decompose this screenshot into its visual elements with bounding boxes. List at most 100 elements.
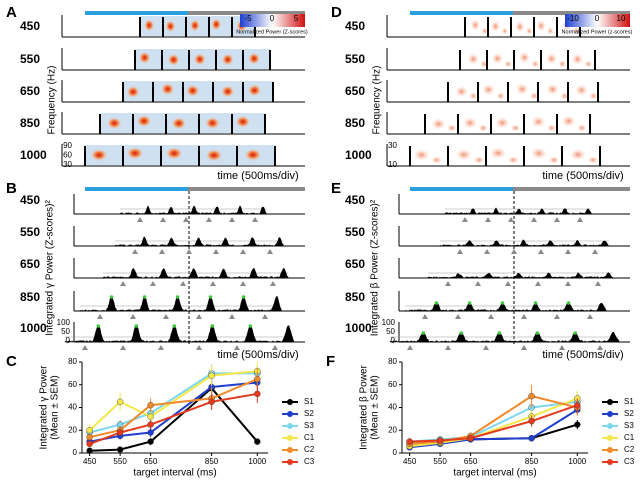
- peak-marker: [208, 295, 213, 299]
- x-tick-label: 650: [464, 457, 478, 466]
- interval-marker: [483, 345, 489, 350]
- row-label: 550: [20, 52, 40, 66]
- interval-marker: [488, 314, 494, 319]
- y-tick-label: 20: [388, 425, 397, 434]
- colorbar-tick: -10: [567, 14, 579, 23]
- interval-marker: [262, 314, 268, 319]
- peak-marker: [96, 324, 101, 328]
- interval-marker: [577, 217, 583, 222]
- power-blob: [548, 156, 560, 164]
- data-point: [116, 398, 124, 406]
- y-axis-label: (Mean ± SEM): [50, 375, 61, 439]
- interval-marker: [160, 217, 166, 222]
- peak-marker: [241, 295, 246, 299]
- legend-swatch: [607, 459, 613, 465]
- colorbar: [565, 14, 630, 27]
- power-blob: [107, 117, 122, 130]
- data-point: [147, 438, 154, 445]
- interval-marker: [455, 314, 461, 319]
- delay-bar: [513, 187, 630, 191]
- data-point: [208, 398, 215, 406]
- power-blob: [530, 147, 548, 160]
- interval-marker: [213, 249, 219, 254]
- power-trace: [389, 331, 620, 343]
- power-blob: [504, 60, 513, 68]
- power-blob: [536, 19, 547, 32]
- data-point: [86, 447, 93, 454]
- peak-marker: [566, 301, 571, 305]
- interval-marker: [565, 281, 571, 286]
- power-blob: [144, 19, 155, 32]
- data-point: [574, 421, 581, 428]
- power-blob: [221, 53, 234, 66]
- peak-marker: [434, 301, 439, 305]
- interval-marker: [457, 249, 463, 254]
- x-tick-label: 1000: [248, 457, 266, 466]
- y-tick-label: 10: [388, 160, 397, 169]
- delay-bar: [188, 11, 305, 15]
- x-tick-label: 850: [205, 457, 219, 466]
- x-axis-label: target interval (ms): [133, 468, 216, 479]
- power-blob: [574, 84, 589, 97]
- y-tick-label: 60: [68, 380, 77, 389]
- power-blob: [518, 51, 531, 64]
- row-label: 650: [20, 257, 40, 271]
- peak-marker: [248, 324, 253, 328]
- y-tick-label: 90: [63, 141, 72, 150]
- peak-marker: [500, 301, 505, 305]
- power-blob: [576, 124, 587, 132]
- x-axis-label: time (500ms/div): [217, 349, 298, 361]
- x-tick-label: 1000: [568, 457, 586, 466]
- data-point: [528, 392, 535, 400]
- power-blob: [467, 53, 480, 66]
- power-blob: [587, 156, 599, 164]
- y-tick-label: 80: [68, 357, 77, 366]
- interval-marker: [484, 249, 490, 254]
- data-point: [254, 390, 261, 398]
- row-label: 1000: [345, 321, 372, 335]
- row-label: 650: [345, 257, 365, 271]
- legend-swatch: [607, 399, 613, 405]
- interval-marker: [554, 217, 560, 222]
- power-blob: [193, 53, 206, 66]
- panel-letter: C: [6, 353, 17, 370]
- cue-bar: [410, 11, 513, 15]
- power-blob: [478, 124, 489, 132]
- power-blob: [126, 85, 140, 98]
- interval-marker: [422, 314, 428, 319]
- power-blob: [560, 92, 570, 100]
- power-blob: [470, 19, 481, 32]
- legend-label: S2: [624, 409, 634, 418]
- colorbar-tick: 5: [294, 14, 299, 23]
- power-blob: [546, 27, 554, 35]
- peak-marker: [573, 331, 578, 335]
- colorbar-label: Normalized Power (Z-scores): [236, 29, 308, 35]
- y-tick-label: 100: [57, 318, 71, 327]
- interval-marker: [229, 314, 235, 319]
- y-tick-label: 0: [66, 336, 71, 345]
- row-label: 850: [345, 290, 365, 304]
- legend-label: C1: [304, 433, 315, 442]
- power-blob: [126, 147, 144, 160]
- cue-bar: [410, 187, 513, 191]
- legend-swatch: [287, 459, 293, 465]
- data-point: [528, 417, 535, 425]
- interval-marker: [475, 281, 481, 286]
- interval-marker: [267, 249, 273, 254]
- legend-label: S1: [624, 397, 634, 406]
- power-trace: [102, 267, 289, 279]
- x-axis-label: time (500ms/div): [217, 170, 298, 182]
- power-trace: [79, 295, 282, 312]
- power-blob: [211, 18, 222, 31]
- interval-marker: [234, 345, 240, 350]
- power-blob: [462, 116, 478, 129]
- panel-letter: E: [331, 180, 341, 197]
- legend-swatch: [607, 447, 613, 453]
- peak-marker: [533, 301, 538, 305]
- power-blob: [545, 52, 558, 65]
- peak-marker: [134, 324, 139, 328]
- interval-marker: [158, 345, 164, 350]
- interval-marker: [186, 249, 192, 254]
- interval-marker: [531, 217, 537, 222]
- series-line: [409, 395, 578, 445]
